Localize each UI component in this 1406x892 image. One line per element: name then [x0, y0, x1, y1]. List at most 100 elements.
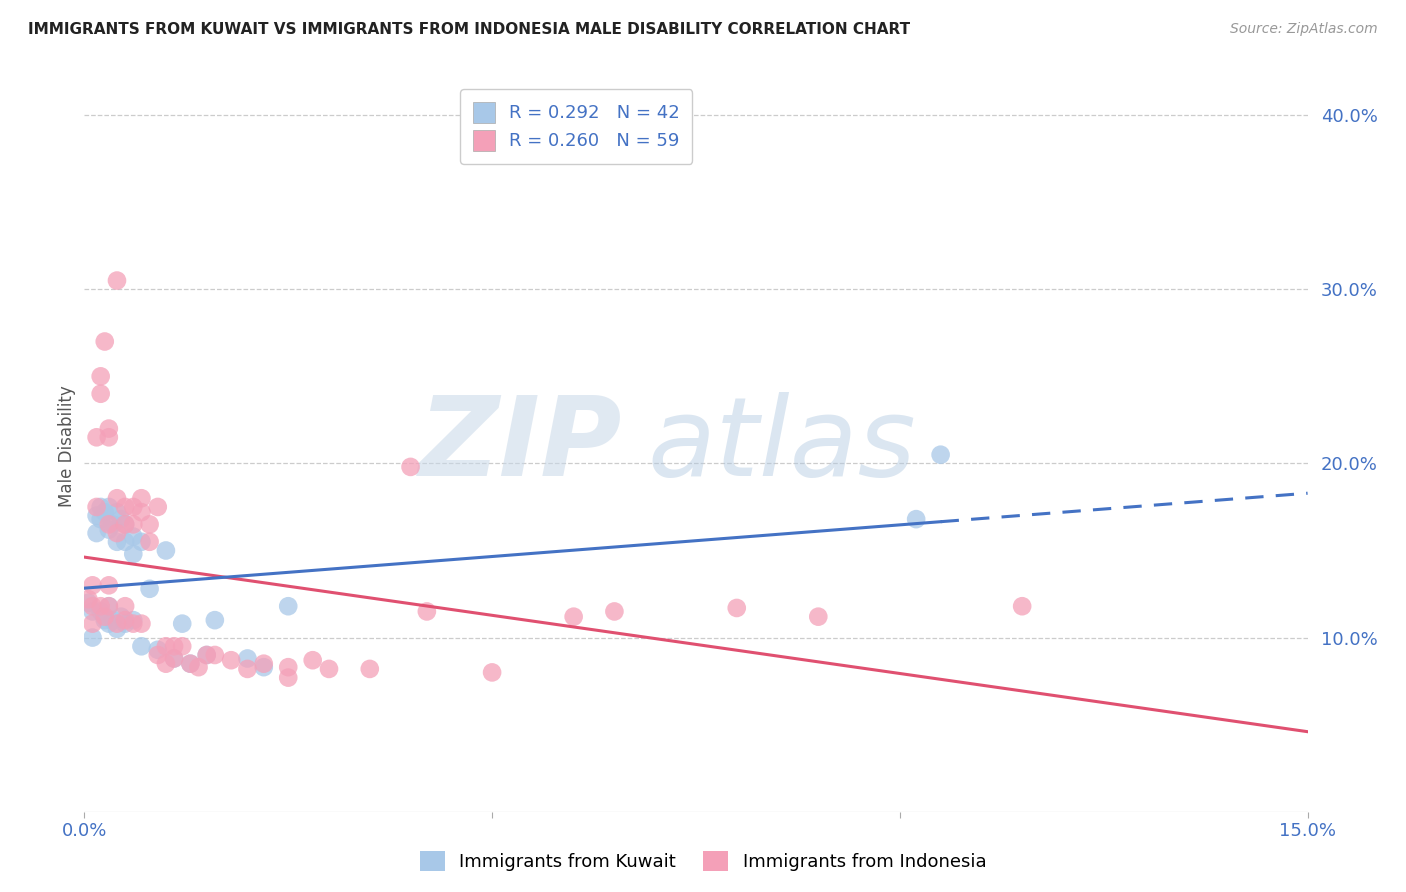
Point — [253, 660, 276, 674]
Point — [399, 459, 422, 474]
Point — [114, 500, 136, 514]
Point — [86, 508, 108, 523]
Text: ZIP: ZIP — [419, 392, 623, 500]
Point — [93, 334, 115, 349]
Point — [97, 616, 120, 631]
Y-axis label: Male Disability: Male Disability — [58, 385, 76, 507]
Point — [90, 604, 112, 618]
Point — [1011, 599, 1033, 614]
Point — [105, 491, 128, 506]
Point — [277, 671, 299, 685]
Point — [172, 616, 194, 631]
Point — [114, 616, 136, 631]
Point — [236, 651, 259, 665]
Point — [138, 582, 160, 596]
Point — [138, 534, 160, 549]
Point — [97, 599, 120, 614]
Point — [97, 578, 120, 592]
Point — [277, 660, 299, 674]
Point — [163, 651, 186, 665]
Point — [105, 622, 128, 636]
Point — [359, 662, 381, 676]
Point — [93, 613, 115, 627]
Point — [219, 653, 242, 667]
Legend: Immigrants from Kuwait, Immigrants from Indonesia: Immigrants from Kuwait, Immigrants from … — [412, 844, 994, 879]
Point — [187, 660, 209, 674]
Point — [416, 604, 439, 618]
Point — [131, 616, 153, 631]
Point — [301, 653, 323, 667]
Point — [82, 604, 104, 618]
Point — [122, 613, 145, 627]
Point — [146, 642, 169, 657]
Point — [77, 596, 100, 610]
Point — [929, 448, 952, 462]
Point — [172, 640, 194, 654]
Point — [114, 613, 136, 627]
Point — [603, 604, 626, 618]
Point — [122, 616, 145, 631]
Point — [110, 609, 132, 624]
Point — [114, 517, 136, 532]
Point — [82, 616, 104, 631]
Point — [114, 599, 136, 614]
Point — [97, 430, 120, 444]
Point — [114, 534, 136, 549]
Point — [110, 512, 132, 526]
Point — [318, 662, 340, 676]
Point — [86, 526, 108, 541]
Point — [253, 657, 276, 671]
Point — [236, 662, 259, 676]
Point — [155, 543, 177, 558]
Point — [90, 386, 112, 401]
Point — [131, 640, 153, 654]
Point — [179, 657, 201, 671]
Point — [105, 534, 128, 549]
Point — [163, 640, 186, 654]
Point — [90, 500, 112, 514]
Point — [101, 517, 124, 532]
Point — [204, 648, 226, 662]
Point — [146, 648, 169, 662]
Point — [204, 613, 226, 627]
Point — [131, 491, 153, 506]
Point — [82, 578, 104, 592]
Point — [195, 648, 218, 662]
Point — [97, 500, 120, 514]
Point — [155, 640, 177, 654]
Point — [155, 657, 177, 671]
Point — [138, 517, 160, 532]
Point — [105, 616, 128, 631]
Point — [97, 517, 120, 532]
Point — [277, 599, 299, 614]
Point — [562, 609, 585, 624]
Text: IMMIGRANTS FROM KUWAIT VS IMMIGRANTS FROM INDONESIA MALE DISABILITY CORRELATION : IMMIGRANTS FROM KUWAIT VS IMMIGRANTS FRO… — [28, 22, 910, 37]
Point — [90, 512, 112, 526]
Point — [179, 657, 201, 671]
Point — [481, 665, 503, 680]
Point — [86, 500, 108, 514]
Point — [163, 651, 186, 665]
Point — [90, 369, 112, 384]
Point — [97, 523, 120, 537]
Point — [93, 609, 115, 624]
Point — [114, 517, 136, 532]
Point — [122, 517, 145, 532]
Point — [105, 274, 128, 288]
Point — [97, 421, 120, 435]
Point — [86, 430, 108, 444]
Point — [131, 505, 153, 519]
Point — [90, 599, 112, 614]
Legend: R = 0.292   N = 42, R = 0.260   N = 59: R = 0.292 N = 42, R = 0.260 N = 59 — [460, 89, 693, 163]
Point — [725, 601, 748, 615]
Point — [93, 505, 115, 519]
Point — [101, 613, 124, 627]
Text: Source: ZipAtlas.com: Source: ZipAtlas.com — [1230, 22, 1378, 37]
Point — [131, 534, 153, 549]
Point — [122, 500, 145, 514]
Point — [105, 526, 128, 541]
Point — [82, 599, 104, 614]
Point — [105, 505, 128, 519]
Point — [146, 500, 169, 514]
Point — [97, 599, 120, 614]
